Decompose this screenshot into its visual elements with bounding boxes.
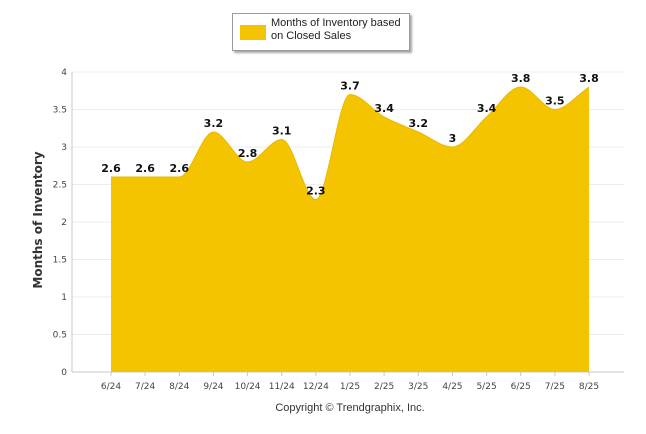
legend-swatch bbox=[240, 25, 266, 40]
area-series-line bbox=[110, 86, 590, 201]
data-label: 3.2 bbox=[409, 117, 429, 130]
legend: Months of Inventory based on Closed Sale… bbox=[232, 13, 410, 51]
copyright-text: Copyright © Trendgraphix, Inc. bbox=[275, 402, 425, 414]
x-tick-label: 8/25 bbox=[579, 382, 599, 392]
x-tick-label: 6/24 bbox=[101, 382, 121, 392]
data-label: 3.2 bbox=[204, 117, 224, 130]
data-label: 3.4 bbox=[374, 102, 394, 115]
x-tick-label: 8/24 bbox=[169, 382, 189, 392]
area-series bbox=[111, 87, 589, 372]
data-label: 3.8 bbox=[511, 72, 531, 85]
x-tick-label: 4/25 bbox=[442, 382, 462, 392]
data-label: 3.7 bbox=[340, 80, 360, 93]
y-tick-label: 2.5 bbox=[53, 181, 67, 191]
y-tick-label: 4 bbox=[61, 68, 67, 78]
data-label: 2.8 bbox=[238, 147, 258, 160]
data-label: 2.6 bbox=[101, 162, 121, 175]
y-tick-label: 3.5 bbox=[53, 106, 67, 116]
data-label: 3.5 bbox=[545, 95, 565, 108]
y-tick-label: 3 bbox=[61, 143, 67, 153]
x-tick-label: 5/25 bbox=[476, 382, 496, 392]
data-label: 3.8 bbox=[579, 72, 599, 85]
y-tick-label: 2 bbox=[61, 218, 67, 228]
y-tick-label: 0.5 bbox=[53, 331, 67, 341]
data-label: 3.1 bbox=[272, 125, 292, 138]
x-tick-label: 9/24 bbox=[203, 382, 223, 392]
data-label: 3 bbox=[449, 132, 457, 145]
data-label: 2.6 bbox=[170, 162, 190, 175]
x-tick-label: 11/24 bbox=[269, 382, 295, 392]
legend-label: Months of Inventory based on Closed Sale… bbox=[271, 17, 401, 42]
x-tick-label: 6/25 bbox=[511, 382, 531, 392]
x-tick-label: 2/25 bbox=[374, 382, 394, 392]
y-tick-label: 1 bbox=[61, 293, 67, 303]
data-label: 2.6 bbox=[135, 162, 155, 175]
data-label: 2.3 bbox=[306, 185, 326, 198]
data-label: 3.4 bbox=[477, 102, 497, 115]
y-tick-label: 0 bbox=[61, 368, 67, 378]
y-axis-title: Months of Inventory bbox=[31, 151, 45, 289]
x-tick-label: 1/25 bbox=[340, 382, 360, 392]
x-tick-label: 7/24 bbox=[135, 382, 155, 392]
x-tick-label: 3/25 bbox=[408, 382, 428, 392]
x-tick-label: 7/25 bbox=[545, 382, 565, 392]
x-tick-label: 12/24 bbox=[303, 382, 329, 392]
y-tick-label: 1.5 bbox=[53, 256, 67, 266]
x-tick-label: 10/24 bbox=[235, 382, 261, 392]
